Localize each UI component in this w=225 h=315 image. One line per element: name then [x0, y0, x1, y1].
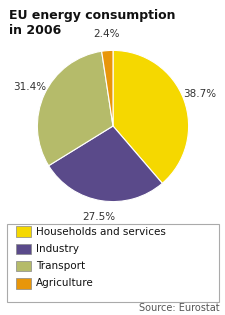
Wedge shape: [112, 50, 188, 183]
Text: Transport: Transport: [36, 261, 85, 271]
Wedge shape: [37, 51, 112, 166]
Text: 31.4%: 31.4%: [13, 82, 46, 92]
Wedge shape: [48, 126, 162, 202]
Text: 27.5%: 27.5%: [82, 212, 115, 222]
Text: Industry: Industry: [36, 244, 79, 254]
Text: Households and services: Households and services: [36, 226, 165, 237]
Text: 2.4%: 2.4%: [92, 29, 119, 39]
Text: Agriculture: Agriculture: [36, 278, 94, 289]
Text: 38.7%: 38.7%: [182, 89, 215, 99]
Wedge shape: [101, 50, 112, 126]
Text: EU energy consumption
in 2006: EU energy consumption in 2006: [9, 9, 175, 37]
Text: Source: Eurostat: Source: Eurostat: [138, 303, 218, 313]
